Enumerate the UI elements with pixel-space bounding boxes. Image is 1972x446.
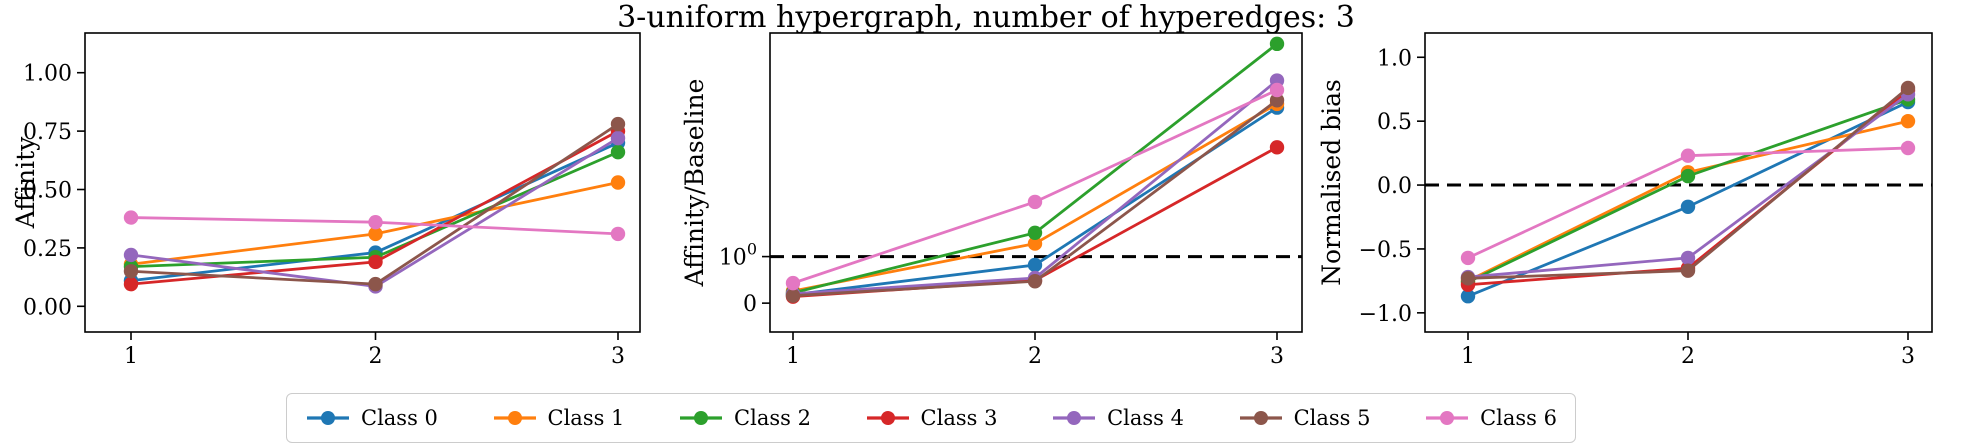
legend-item-class-1: Class 1 xyxy=(492,406,625,430)
legend-item-class-6: Class 6 xyxy=(1424,406,1557,430)
legend-marker-icon xyxy=(1239,411,1282,425)
x-tick-label: 2 xyxy=(1681,344,1695,369)
legend-label: Class 0 xyxy=(361,406,438,430)
data-point xyxy=(1269,140,1285,155)
data-point xyxy=(1027,225,1043,241)
data-point xyxy=(1680,250,1696,266)
data-point xyxy=(1460,289,1476,304)
legend: Class 0 Class 1 Class 2 Class 3 Class 4 Class… xyxy=(286,393,1576,443)
legend-label: Class 2 xyxy=(734,406,811,430)
axes-frame xyxy=(84,32,641,333)
x-tick-label: 3 xyxy=(1270,344,1284,369)
data-point xyxy=(1680,263,1696,278)
legend-marker-icon xyxy=(1426,411,1469,425)
data-point xyxy=(610,226,626,242)
y-tick-label: 100 xyxy=(719,240,757,271)
legend-item-class-4: Class 4 xyxy=(1051,406,1184,430)
data-point xyxy=(610,130,626,146)
x-tick-label: 3 xyxy=(1901,344,1915,369)
data-point xyxy=(368,276,383,292)
x-tick-label: 1 xyxy=(124,344,138,369)
legend-label: Class 5 xyxy=(1293,406,1371,430)
y-tick-label: −1.0 xyxy=(1359,302,1412,327)
data-point xyxy=(1027,236,1043,251)
legend-item-class-5: Class 5 xyxy=(1238,406,1371,430)
data-point xyxy=(1680,148,1696,163)
y-tick-label: 1.00 xyxy=(23,62,72,87)
legend-item-class-0: Class 0 xyxy=(305,406,438,430)
y-tick-label: 0.50 xyxy=(23,179,72,204)
y-axis-label: Normalised bias xyxy=(1317,79,1346,286)
data-point xyxy=(785,288,801,303)
axes-frame xyxy=(1424,32,1933,333)
x-tick-label: 2 xyxy=(1028,344,1042,369)
data-point xyxy=(610,175,626,190)
y-tick-label: 0.00 xyxy=(23,295,72,320)
data-point xyxy=(1027,274,1043,289)
data-point xyxy=(1680,199,1696,214)
axes-frame xyxy=(769,32,1303,333)
y-axis-label: Affinity/Baseline xyxy=(680,79,709,288)
legend-marker-icon xyxy=(866,411,909,425)
y-tick-label: 0.5 xyxy=(1377,110,1412,135)
chart-canvas: 0.00 0.25 0.50 0.75 1.00 1 2 3 Affinity 0 100 1 2 3 Af… xyxy=(11,32,1933,369)
data-point xyxy=(1900,140,1916,156)
y-tick-label: 0.0 xyxy=(1377,174,1412,199)
data-point xyxy=(1269,93,1285,108)
panel-affinity: 0.00 0.25 0.50 0.75 1.00 1 2 3 Affinity xyxy=(11,32,641,369)
y-tick-label: 0 xyxy=(743,292,757,317)
legend-marker-icon xyxy=(493,411,536,425)
legend-marker-icon xyxy=(307,411,349,425)
panel-ratio: 0 100 1 2 3 Affinity/Baseline xyxy=(680,32,1303,369)
data-point xyxy=(1269,36,1285,52)
data-point xyxy=(1900,80,1916,96)
data-point xyxy=(610,116,626,132)
data-point xyxy=(1460,250,1476,266)
x-tick-label: 3 xyxy=(611,344,625,369)
legend-item-class-3: Class 3 xyxy=(865,406,998,430)
y-tick-label: 1.0 xyxy=(1377,46,1412,71)
data-point xyxy=(1269,82,1285,98)
y-tick-label: 0.25 xyxy=(23,237,72,262)
data-point xyxy=(123,247,139,263)
y-axis-label: Affinity xyxy=(11,136,40,230)
data-point xyxy=(123,210,139,225)
x-tick-label: 2 xyxy=(369,344,383,369)
data-point xyxy=(785,275,801,291)
data-point xyxy=(368,215,383,230)
panel-bias: −1.0 −0.5 0.0 0.5 1.0 1 2 3 Normalised bias xyxy=(1317,32,1933,369)
legend-label: Class 6 xyxy=(1480,406,1557,430)
data-point xyxy=(610,144,626,160)
data-point xyxy=(1027,257,1043,273)
legend-label: Class 1 xyxy=(547,406,625,430)
data-point xyxy=(1460,271,1476,286)
legend-marker-icon xyxy=(680,411,723,425)
data-point xyxy=(368,226,383,242)
y-tick-label: 0.75 xyxy=(23,120,72,145)
data-point xyxy=(1680,168,1696,184)
legend-item-class-2: Class 2 xyxy=(678,406,811,430)
data-point xyxy=(123,264,139,279)
figure-title: 3-uniform hypergraph, number of hyperedg… xyxy=(617,0,1355,35)
data-point xyxy=(1027,194,1043,210)
data-point xyxy=(123,276,139,292)
x-tick-label: 1 xyxy=(786,344,800,369)
x-tick-label: 1 xyxy=(1461,344,1475,369)
y-tick-label: −0.5 xyxy=(1359,238,1412,263)
legend-label: Class 4 xyxy=(1107,406,1184,430)
legend-marker-icon xyxy=(1053,411,1096,425)
legend-label: Class 3 xyxy=(920,406,998,430)
data-point xyxy=(368,254,383,270)
data-point xyxy=(1900,113,1916,129)
